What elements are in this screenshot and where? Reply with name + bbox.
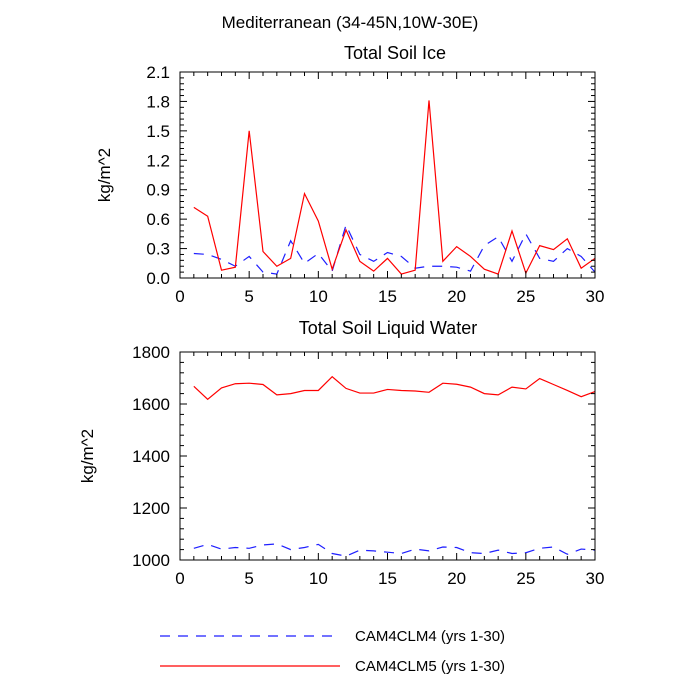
y-tick-label-total-soil-liquid-water: 1200 (132, 499, 170, 518)
y-tick-label-total-soil-ice: 0.6 (146, 210, 170, 229)
legend-label-cam4clm4: CAM4CLM4 (yrs 1-30) (355, 628, 505, 645)
y-axis-label-total-soil-liquid-water: kg/m^2 (78, 429, 97, 483)
y-tick-label-total-soil-ice: 1.8 (146, 92, 170, 111)
figure-suptitle: Mediterranean (34-45N,10W-30E) (222, 13, 479, 32)
series-line-cam4clm5-total-soil-liquid-water (193, 375, 596, 401)
series-line-cam4clm4-total-soil-liquid-water (193, 543, 596, 557)
legend-label-cam4clm5: CAM4CLM5 (yrs 1-30) (355, 658, 505, 675)
y-tick-label-total-soil-liquid-water: 1600 (132, 395, 170, 414)
x-tick-label-total-soil-liquid-water: 5 (244, 569, 253, 588)
y-tick-label-total-soil-ice: 0.3 (146, 240, 170, 259)
x-tick-label-total-soil-ice: 30 (586, 287, 605, 306)
panel-total-soil-liquid-water: Total Soil Liquid Water kg/m^2 0 5 10 15 20 2… (78, 318, 604, 588)
x-tick-label-total-soil-ice: 15 (378, 287, 397, 306)
y-tick-label-total-soil-ice: 0.9 (146, 181, 170, 200)
y-tick-label-total-soil-ice: 1.5 (146, 122, 170, 141)
y-tick-label-total-soil-ice: 1.2 (146, 151, 170, 170)
x-tick-label-total-soil-ice: 5 (244, 287, 253, 306)
x-tick-label-total-soil-liquid-water: 30 (586, 569, 605, 588)
x-tick-label-total-soil-liquid-water: 15 (378, 569, 397, 588)
x-tick-label-total-soil-liquid-water: 0 (175, 569, 184, 588)
x-tick-label-total-soil-liquid-water: 20 (447, 569, 466, 588)
series-line-cam4clm5-total-soil-ice (193, 100, 596, 275)
y-tick-label-total-soil-liquid-water: 1400 (132, 447, 170, 466)
x-tick-label-total-soil-ice: 25 (516, 287, 535, 306)
legend: CAM4CLM4 (yrs 1-30) CAM4CLM5 (yrs 1-30) (160, 628, 505, 675)
y-tick-label-total-soil-ice: 0.0 (146, 269, 170, 288)
panel-total-soil-ice: Total Soil Ice kg/m^2 0 5 10 15 20 25 30 0.0 0.3… (95, 43, 604, 306)
y-tick-label-total-soil-liquid-water: 1000 (132, 551, 170, 570)
plot-frame-total-soil-ice (179, 71, 596, 279)
y-tick-label-total-soil-liquid-water: 1800 (132, 343, 170, 362)
y-axis-label-total-soil-ice: kg/m^2 (95, 148, 114, 202)
x-tick-label-total-soil-liquid-water: 10 (309, 569, 328, 588)
panel-title-total-soil-liquid-water: Total Soil Liquid Water (299, 318, 477, 338)
x-tick-label-total-soil-ice: 10 (309, 287, 328, 306)
x-tick-label-total-soil-ice: 20 (447, 287, 466, 306)
x-tick-label-total-soil-liquid-water: 25 (516, 569, 535, 588)
y-tick-label-total-soil-ice: 2.1 (146, 63, 170, 82)
x-tick-label-total-soil-ice: 0 (175, 287, 184, 306)
series-line-cam4clm4-total-soil-ice (193, 223, 596, 275)
panel-title-total-soil-ice: Total Soil Ice (344, 43, 446, 63)
